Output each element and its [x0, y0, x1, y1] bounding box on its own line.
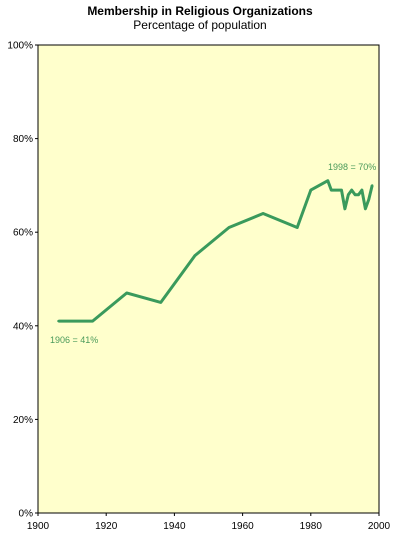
- data-point: [227, 226, 231, 229]
- data-point: [193, 254, 197, 257]
- x-tick-label: 1900: [27, 521, 50, 532]
- data-point: [350, 188, 353, 192]
- x-tick-label: 1940: [163, 521, 186, 532]
- data-point: [125, 291, 128, 295]
- data-point: [326, 179, 330, 182]
- data-point: [330, 188, 333, 192]
- data-point: [347, 193, 350, 196]
- x-axis: 1900 1920 1940 1960 1980 2000: [27, 513, 391, 532]
- y-tick-label: 80%: [13, 134, 33, 145]
- data-point: [57, 319, 60, 323]
- annotation-1998: 1998 = 70%: [328, 162, 376, 172]
- data-point: [340, 188, 343, 192]
- data-point: [295, 226, 299, 229]
- data-point: [343, 207, 347, 210]
- data-points: [57, 179, 374, 323]
- y-tick-label: 40%: [13, 321, 33, 332]
- chart-subtitle: Percentage of population: [133, 18, 267, 32]
- x-tick-label: 1960: [231, 521, 254, 532]
- data-point: [353, 193, 357, 196]
- x-tick-label: 1980: [300, 521, 323, 532]
- plot-area: [37, 44, 380, 514]
- data-point: [309, 188, 312, 192]
- data-point: [159, 301, 162, 304]
- y-tick-label: 0%: [19, 509, 34, 520]
- data-point: [357, 193, 360, 196]
- data-point: [360, 188, 364, 192]
- y-tick-label: 60%: [13, 228, 33, 239]
- data-point: [261, 212, 265, 215]
- y-tick-label: 100%: [7, 41, 33, 52]
- y-tick-label: 20%: [13, 415, 33, 426]
- data-point: [370, 184, 374, 187]
- data-point: [364, 207, 367, 210]
- y-axis: 0% 20% 40% 60% 80% 100%: [7, 41, 38, 520]
- annotation-1906: 1906 = 41%: [50, 335, 98, 345]
- x-tick-label: 2000: [368, 521, 391, 532]
- data-point: [367, 198, 370, 201]
- data-point: [91, 319, 94, 323]
- chart-title: Membership in Religious Organizations: [87, 4, 313, 18]
- x-tick-label: 1920: [95, 521, 118, 532]
